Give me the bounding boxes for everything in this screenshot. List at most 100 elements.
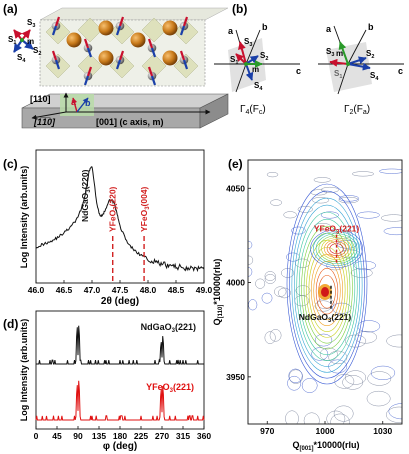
gamma2-label-m: m: [336, 49, 343, 58]
plot-c-annotations: NdGaO3(220) YFeO3(220) YFeO3(004): [80, 169, 151, 283]
substrate-peak-core: [321, 287, 329, 297]
contour-noise: [383, 227, 402, 236]
xtick-label: 225: [134, 431, 148, 441]
panel-label-c: (c): [3, 157, 18, 171]
xtick-label: 46.0: [28, 285, 45, 295]
lattice-top-face: [39, 7, 229, 21]
gamma2-center: [346, 62, 350, 66]
fe-sphere: [130, 32, 146, 48]
spin-up-arrow: [51, 50, 58, 61]
gamma2-spin-s2: [347, 56, 367, 65]
spin-down-arrow: [83, 75, 90, 86]
contour-streak: [315, 268, 339, 315]
contour-noise: [330, 413, 350, 424]
xtick-label: 47.0: [84, 285, 101, 295]
contour-noise: [311, 347, 329, 361]
gamma4-diagram: a b c m S3 S1 S2 S4 Γ4(Fc): [214, 22, 301, 116]
contour-noise: [261, 292, 273, 304]
panel-label-b: (b): [232, 2, 247, 16]
contour-noise: [264, 331, 276, 344]
net-moment-dot: [20, 38, 24, 42]
spin-arrow-s3: [21, 29, 31, 41]
contour-noise: [313, 177, 331, 183]
phi-yfo-label: YFeO3(221): [146, 382, 194, 394]
contour-noise: [312, 197, 330, 204]
xtick-label: 48.0: [140, 285, 157, 295]
spin-label-s1: S1: [8, 35, 16, 46]
contour-noise: [326, 410, 346, 424]
contour-film-peak: [310, 229, 363, 268]
spin-up-arrow: [182, 16, 189, 27]
xtick-label: 47.5: [112, 285, 129, 295]
substrate-slab: a b [110] [1̅1̅0] [001] (c axis, m): [21, 92, 229, 129]
dir-110-label: [110]: [30, 94, 51, 104]
contour-noise: [266, 172, 279, 178]
contour-noise: [248, 255, 254, 265]
gamma2-label-s4: S4: [370, 71, 379, 82]
spin-down-arrow: [86, 47, 93, 58]
contour-noise: [357, 211, 380, 219]
gamma2-moment: [338, 41, 349, 65]
xrd-2theta-curve: [35, 166, 205, 273]
contour-streak: [291, 197, 363, 373]
contour-noise: [274, 286, 287, 297]
gamma2-label-b: b: [368, 22, 374, 32]
ytick-label: 4050: [226, 183, 245, 193]
panel-label-a: (a): [3, 2, 18, 16]
xtick-label: 45: [52, 431, 62, 441]
contour-noise: [264, 271, 276, 281]
spin-up-arrow: [118, 16, 125, 27]
contour-noise: [354, 330, 377, 344]
contour-noise: [314, 333, 333, 347]
fe-spheres-layer: [66, 20, 178, 66]
contour-film-peak: [329, 243, 344, 254]
plot-c-ylabel: Log Intensity (arb.units): [19, 166, 29, 269]
contour-noise: [386, 406, 402, 423]
contour-streak: [296, 211, 358, 361]
gamma4-label-m: m: [252, 65, 259, 74]
gamma4-label-c: c: [296, 66, 301, 76]
moment-label-m: m: [27, 37, 34, 46]
dir-1-10-label: [1̅1̅0]: [33, 117, 56, 127]
spin-up-arrow: [118, 50, 125, 61]
plot-e-annotations: YFeO3(221) NdGaO3(221): [299, 224, 360, 324]
contour-noise: [370, 365, 396, 380]
gamma2-label-c: c: [398, 66, 403, 76]
xtick-label: 360: [197, 431, 211, 441]
ytick-label: 3950: [226, 372, 245, 382]
xtick-label: 1030: [373, 426, 392, 436]
spin-up-arrow: [179, 50, 186, 61]
spin-down-arrow: [51, 25, 58, 36]
panel-a: (a) S1 S3 S2 S4 m: [3, 2, 229, 129]
contour-streak: [286, 183, 368, 385]
gamma4-label-a: a: [228, 26, 234, 36]
gamma4-axis-lower: [235, 63, 247, 93]
plot-e-ticks: 970 1000 1030 3950 4000 4050: [226, 183, 392, 436]
gamma4-spin-s3: [238, 41, 247, 65]
gamma2-spin-s4: [347, 62, 371, 71]
contour-noise: [333, 405, 354, 422]
panel-e: (e) 970 1000 1030 3950 4000 4050 YFeO3(221) Nd…: [212, 157, 403, 452]
axis-b-arrow: [76, 97, 89, 113]
plot-e-ylabel: Q[110]*10000(rlu): [212, 259, 224, 326]
contour-noise: [297, 205, 313, 213]
gamma2-label-s2: S2: [366, 49, 374, 60]
gamma4-axis-b: [245, 29, 261, 65]
ytick-label: 4000: [226, 278, 245, 288]
contour-noise: [338, 196, 359, 204]
spin-down-arrow: [115, 25, 122, 36]
axis-a-arrow: [71, 97, 78, 113]
gamma4-spin-s2: [245, 55, 259, 65]
phi-scan-yfo: [35, 380, 205, 421]
spin-label-s2: S2: [33, 46, 41, 57]
contour-noise: [285, 410, 299, 424]
fe-sphere: [162, 20, 178, 36]
panel-b: (b) a b c m S3 S1 S2 S4 Γ4(Fc): [214, 2, 404, 116]
spin-down-arrow: [115, 59, 122, 70]
panel-label-d: (d): [3, 317, 18, 331]
xtick-label: 48.5: [168, 285, 185, 295]
contour-noise: [264, 273, 276, 284]
spin-label-s4: S4: [17, 53, 26, 64]
xtick-label: 970: [260, 426, 274, 436]
